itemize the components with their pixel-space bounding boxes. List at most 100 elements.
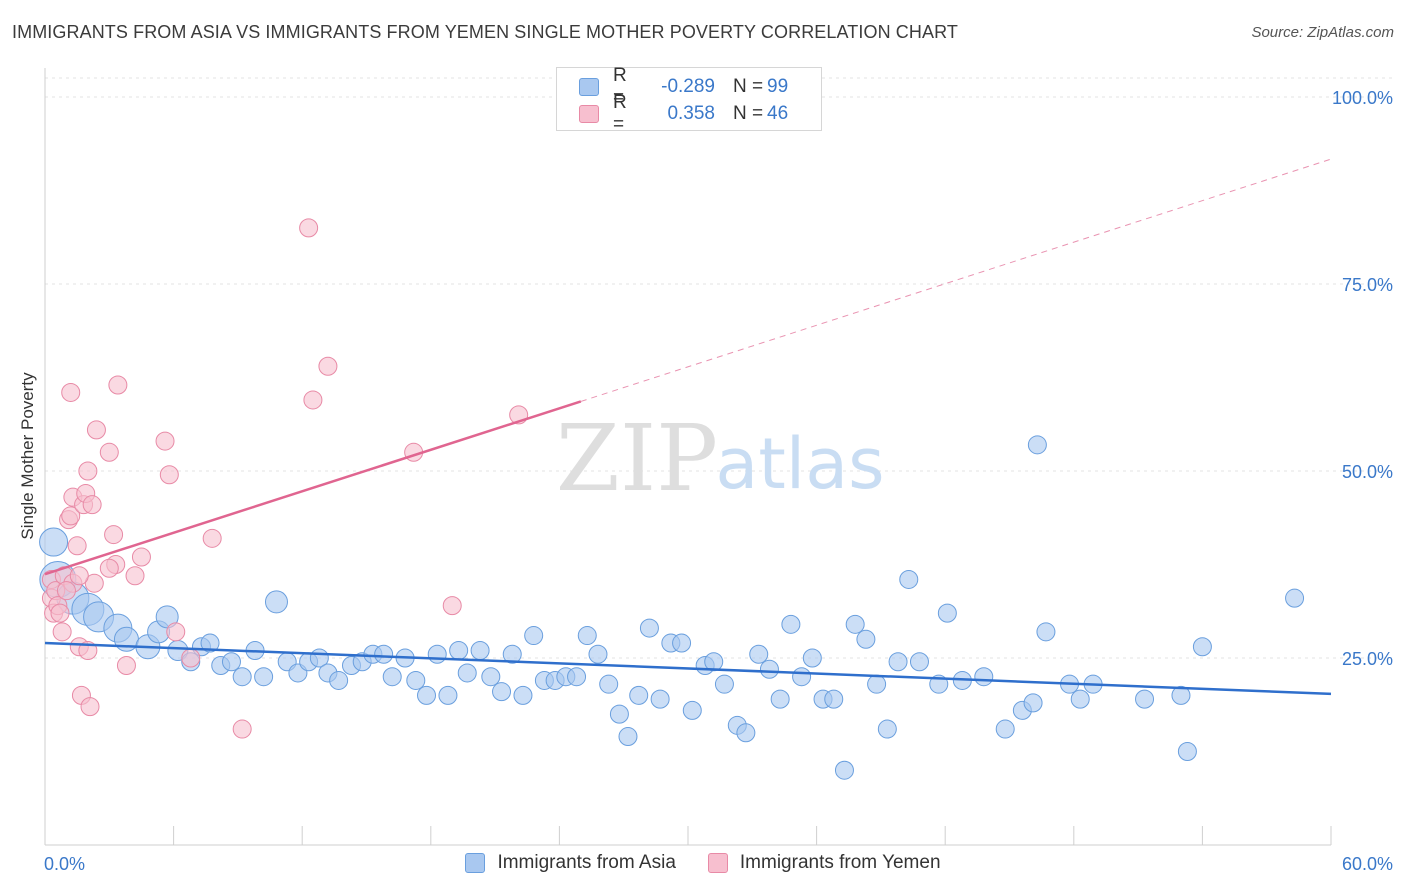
yemen-point (82, 495, 102, 515)
asia-point (449, 641, 469, 661)
asia-point (781, 614, 801, 634)
yemen-point (303, 390, 323, 410)
asia-point (1177, 742, 1197, 761)
gridlines (45, 77, 1392, 659)
asia-point (374, 644, 394, 664)
asia-point (264, 590, 288, 614)
yemen-point (104, 525, 124, 545)
asia-point (492, 682, 512, 702)
legend-n-label: N = (733, 76, 764, 97)
asia-point (417, 685, 437, 705)
legend-r-value: 0.358 (667, 103, 715, 124)
asia-point (650, 689, 670, 709)
yemen-point (61, 506, 81, 526)
asia-point (39, 527, 69, 557)
asia-point (567, 667, 587, 687)
legend-row-yemen: R = 0.358 N = 46 (579, 92, 789, 135)
asia-point (406, 670, 426, 690)
asia-point (714, 674, 734, 694)
asia-point (736, 723, 756, 743)
asia-point (609, 704, 629, 724)
asia-point (770, 689, 790, 709)
legend-item-asia: Immigrants from Asia (465, 852, 676, 874)
asia-point (1070, 689, 1090, 709)
yemen-trend-extension (580, 158, 1332, 402)
yemen-point (166, 622, 186, 642)
legend-row-asia: R = -0.289 N = 99 (579, 65, 789, 108)
asia-swatch (579, 78, 599, 96)
yemen-swatch (579, 105, 599, 123)
yemen-point (442, 596, 462, 616)
asia-point (845, 614, 865, 634)
asia-point (221, 652, 241, 672)
y-axis-label: Single Mother Poverty (18, 372, 37, 540)
yemen-legend-swatch (707, 853, 728, 873)
asia-point (672, 633, 692, 653)
correlation-legend: R = -0.289 N = 99 R = 0.358 N = 46 (556, 65, 822, 135)
yemen-point (155, 431, 175, 451)
y-tick-label: 50.0% (1342, 462, 1393, 482)
watermark: ZIP atlas (556, 405, 885, 512)
yemen-point (50, 603, 70, 623)
asia-point (877, 719, 897, 739)
asia-point (588, 644, 608, 664)
y-tick-label: 100.0% (1332, 88, 1393, 108)
asia-point (1036, 622, 1056, 642)
asia-point (524, 626, 544, 646)
yemen-point (84, 573, 104, 593)
asia-trend-line (44, 641, 1332, 696)
asia-point (502, 644, 522, 664)
asia-point (824, 689, 844, 709)
asia-point (1192, 637, 1212, 657)
asia-point (682, 700, 702, 720)
trend-lines (44, 158, 1332, 696)
legend-label-yemen: Immigrants from Yemen (739, 852, 941, 873)
legend-item-yemen: Immigrants from Yemen (707, 852, 941, 874)
legend-n-value: 99 (767, 76, 789, 97)
yemen-point (232, 719, 252, 739)
yemen-point (99, 558, 119, 578)
yemen-point (78, 461, 98, 481)
asia-point (1023, 693, 1043, 713)
asia-point (899, 569, 919, 589)
y-tick-label: 25.0% (1342, 649, 1393, 669)
legend-r-label: R = (613, 92, 627, 135)
asia-point (856, 629, 876, 649)
asia-point (481, 667, 501, 687)
asia-point (618, 727, 638, 747)
yemen-point (61, 382, 81, 402)
legend-r-value: -0.289 (661, 76, 715, 97)
asia-point (329, 670, 349, 690)
yemen-point (159, 465, 179, 485)
yemen-point (69, 566, 89, 586)
yemen-point (56, 581, 76, 601)
asia-point (629, 685, 649, 705)
asia-point (749, 644, 769, 664)
asia-point (457, 663, 477, 683)
asia-point (1285, 588, 1305, 608)
yemen-point (52, 622, 72, 642)
asia-point (888, 652, 908, 672)
asia-point (200, 633, 220, 653)
asia-point (1027, 435, 1047, 455)
watermark-atlas: atlas (715, 423, 884, 505)
legend-n-value: 46 (767, 103, 789, 124)
yemen-point (131, 547, 151, 567)
yemen-point (318, 356, 338, 376)
y-tick-label: 75.0% (1342, 275, 1393, 295)
yemen-point (86, 420, 106, 440)
asia-point (995, 719, 1015, 739)
asia-legend-swatch (465, 853, 486, 873)
asia-point (254, 667, 274, 687)
yemen-point (108, 375, 128, 395)
yemen-point (99, 442, 119, 462)
asia-point (427, 644, 447, 664)
yemen-point (202, 528, 222, 548)
asia-point (802, 648, 822, 668)
asia-point (937, 603, 957, 623)
watermark-zip: ZIP (556, 405, 718, 512)
yemen-trend-line (44, 400, 582, 576)
x-tick-label-max: 60.0% (1342, 854, 1393, 874)
legend-label-asia: Immigrants from Asia (497, 852, 676, 873)
